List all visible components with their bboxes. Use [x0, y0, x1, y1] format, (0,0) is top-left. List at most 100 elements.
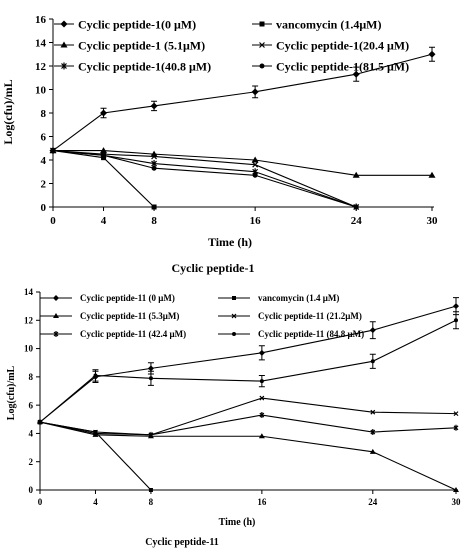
- chart-2-series-4-point: [370, 409, 376, 415]
- chart-2-y-tick-label: 0: [29, 485, 34, 495]
- chart-1-legend-label: vancomycin (1.4μM): [276, 17, 381, 31]
- chart-2-legend-marker: [53, 313, 59, 318]
- chart-1-series-3-point: [251, 156, 259, 163]
- chart-1-legend-marker: [60, 20, 68, 28]
- chart-2-legend-label: Cyclic peptide-11 (5.3μM): [80, 311, 179, 321]
- chart-1-y-tick-label: 8: [41, 108, 47, 120]
- chart-2-y-tick-label: 4: [29, 429, 34, 439]
- chart-2: Log(cfu)/mL Time (h) Cyclic peptide-11 0…: [6, 287, 461, 548]
- chart-2-series-6-point: [454, 318, 458, 323]
- chart-2-legend-label: Cyclic peptide-11 (21.2μM): [258, 311, 362, 321]
- chart-2-series-1-point: [453, 303, 459, 310]
- chart-2-xlabel: Time (h): [219, 517, 256, 528]
- chart-2-series-1-point: [369, 327, 376, 334]
- chart-2-caption: Cyclic peptide-11: [145, 537, 219, 548]
- chart-1-series-5-line: [52, 150, 357, 208]
- chart-2-series-1-point: [258, 349, 265, 356]
- chart-1-series-2-point: [151, 204, 157, 210]
- chart-1-legend-marker: [259, 42, 265, 48]
- chart-1-legend-marker: [60, 41, 68, 48]
- chart-2-y-tick-label: 2: [29, 457, 34, 467]
- chart-2-x-tick-label: 8: [149, 497, 154, 507]
- chart-1-legend-label: Cyclic peptide-1(0 μM): [78, 17, 196, 31]
- chart-2-series-6-point: [370, 359, 375, 364]
- chart-1-x-tick-label: 16: [250, 215, 262, 227]
- chart-2-series-6-point: [38, 420, 42, 425]
- chart-2-series-1-point: [147, 365, 154, 372]
- chart-1-series-6-point: [151, 165, 157, 171]
- chart-2-series-6-line: [39, 319, 457, 423]
- chart-1-series-4-line: [52, 150, 357, 208]
- chart-2-series-6-point: [259, 379, 264, 384]
- chart-1-series-6-point: [50, 148, 56, 154]
- chart-1-y-tick-label: 12: [35, 61, 47, 73]
- chart-1-series-6-point: [101, 152, 107, 158]
- chart-2-series-6-point: [148, 376, 153, 381]
- chart-2-y-tick-label: 14: [24, 287, 34, 297]
- chart-1-series-4-point: [252, 161, 259, 168]
- chart-1-caption: Cyclic peptide-1: [172, 261, 255, 275]
- chart-2-series-4-line: [39, 397, 457, 436]
- chart-1-x-tick-label: 0: [50, 215, 56, 227]
- chart-2-y-tick-label: 10: [24, 344, 34, 354]
- chart-2-x-tick-label: 24: [368, 497, 378, 507]
- chart-1-y-tick-label: 14: [35, 37, 47, 49]
- chart-2-x-tick-label: 16: [257, 497, 267, 507]
- chart-2-series-4-point: [259, 395, 265, 401]
- chart-1-series-1-point: [150, 102, 158, 110]
- chart-1-series-1-line: [52, 53, 433, 152]
- chart-2-legend-label: Cyclic peptide-11 (42.4 μM): [80, 329, 186, 339]
- chart-1: Log(cfu)/mL Time (h) Cyclic peptide-1 0 2…: [1, 14, 438, 275]
- chart-2-series-2-point: [148, 488, 153, 492]
- chart-1-legend-label: Cyclic peptide-1(40.8 μM): [78, 59, 211, 73]
- chart-1-y-tick-label: 4: [41, 155, 47, 167]
- chart-1-series-4-point: [151, 153, 157, 160]
- chart-1-series-3-point: [428, 171, 436, 178]
- chart-2-series-5-point: [453, 424, 459, 431]
- chart-1-y-tick-label: 16: [35, 14, 47, 26]
- chart-1-x-tick-label: 8: [151, 215, 157, 227]
- chart-2-series-4-point: [453, 411, 459, 417]
- chart-1-xlabel: Time (h): [208, 235, 252, 249]
- chart-2-legend-marker: [53, 295, 59, 301]
- chart-2-series-3-point: [369, 448, 376, 454]
- chart-1-legend-marker: [259, 21, 265, 27]
- chart-2-legend-marker: [232, 332, 236, 336]
- chart-1-series-6-line: [52, 150, 357, 208]
- chart-1-x-tick-label: 24: [351, 215, 363, 227]
- chart-1-series-3-point: [352, 171, 360, 178]
- chart-2-series-1-line: [39, 305, 457, 423]
- chart-1-series-6-point: [252, 172, 258, 178]
- chart-2-y-tick-label: 8: [29, 372, 34, 382]
- chart-1-series-1-point: [100, 109, 108, 117]
- chart-1-legend-label: Cyclic peptide-1 (5.1μM): [78, 38, 205, 52]
- chart-1-series-1-point: [251, 88, 259, 96]
- chart-2-y-tick-label: 6: [29, 400, 34, 410]
- chart-1-y-tick-label: 6: [41, 131, 47, 143]
- chart-2-series-5-point: [370, 429, 376, 436]
- chart-2-legend-label: Cyclic peptide-11 (84.8 μM): [258, 329, 364, 339]
- chart-1-x-tick-label: 4: [101, 215, 107, 227]
- chart-2-series-5-line: [39, 414, 457, 436]
- chart-2-legend-marker: [231, 313, 237, 319]
- chart-2-series-5-point: [93, 430, 98, 437]
- chart-2-legend-marker: [53, 331, 59, 337]
- chart-1-series-3-line: [53, 150, 432, 176]
- chart-1-ylabel: Log(cfu)/mL: [1, 79, 15, 144]
- chart-1-legend-marker: [61, 62, 67, 70]
- chart-2-x-tick-label: 30: [452, 497, 462, 507]
- chart-1-x-tick-label: 30: [427, 215, 439, 227]
- chart-2-legend-label: vancomycin (1.4 μM): [258, 293, 339, 303]
- chart-1-legend-marker: [259, 63, 265, 69]
- chart-2-series-5-point: [148, 431, 154, 438]
- chart-2-legend-marker: [232, 296, 236, 300]
- chart-1-series-1-point: [352, 70, 360, 78]
- chart-2-legend-label: Cyclic peptide-11 (0 μM): [80, 293, 175, 303]
- chart-1-y-tick-label: 0: [41, 202, 47, 214]
- chart-2-ylabel: Log(cfu)/mL: [6, 365, 17, 420]
- chart-2-x-tick-label: 4: [93, 497, 98, 507]
- chart-2-x-tick-label: 0: [38, 497, 43, 507]
- chart-1-y-tick-label: 2: [41, 178, 47, 190]
